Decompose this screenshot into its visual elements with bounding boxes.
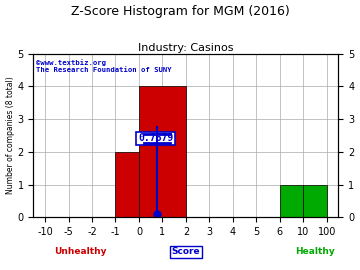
- Bar: [280, 184, 303, 217]
- Text: 0.7679: 0.7679: [138, 133, 174, 143]
- Title: Industry: Casinos: Industry: Casinos: [138, 43, 234, 53]
- Text: ©www.textbiz.org
The Research Foundation of SUNY: ©www.textbiz.org The Research Foundation…: [36, 59, 172, 73]
- Bar: [139, 86, 186, 217]
- Y-axis label: Number of companies (8 total): Number of companies (8 total): [5, 77, 14, 194]
- Text: Healthy: Healthy: [295, 247, 335, 256]
- Text: Unhealthy: Unhealthy: [54, 247, 107, 256]
- Text: Z-Score Histogram for MGM (2016): Z-Score Histogram for MGM (2016): [71, 5, 289, 18]
- Bar: [303, 184, 327, 217]
- Text: Score: Score: [172, 247, 200, 256]
- Bar: [116, 152, 139, 217]
